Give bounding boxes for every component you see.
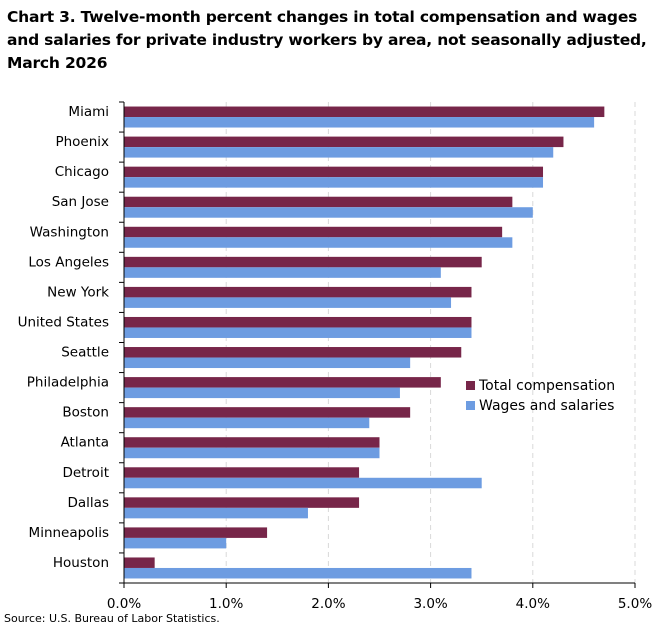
x-tick-labels: 0.0% 1.0% 2.0% 3.0% 4.0% 5.0% [107,596,652,612]
bar-wages-and-salaries [124,477,482,489]
bar-total-compensation [124,196,513,208]
bar-total-compensation [124,407,411,418]
category-label: Phoenix [55,134,109,150]
x-tick-label: 0.0% [107,596,141,612]
category-label: Seattle [61,345,109,361]
legend-swatch [466,401,475,410]
legend: Total compensation Wages and salaries [466,378,615,414]
bar-total-compensation [124,557,155,568]
bar-total-compensation [124,286,472,298]
x-tick-label: 1.0% [209,596,243,612]
bar-wages-and-salaries [124,507,308,519]
bar-wages-and-salaries [124,447,380,459]
category-label: United States [18,314,109,330]
bars [124,106,605,579]
category-label: Atlanta [61,435,109,451]
category-labels: Miami Phoenix Chicago San Jose Washington Los… [18,104,110,571]
bar-total-compensation [124,226,503,238]
bar-total-compensation [124,316,472,328]
legend-label: Total compensation [478,378,615,394]
bar-wages-and-salaries [124,327,472,338]
bar-total-compensation [124,106,605,118]
legend-swatch [466,381,475,390]
bar-total-compensation [124,437,380,448]
x-tick-label: 2.0% [311,596,345,612]
category-label: Washington [30,224,109,240]
category-label: Minneapolis [29,525,109,541]
bar-wages-and-salaries [124,537,227,549]
bar-total-compensation [124,166,544,178]
bar-wages-and-salaries [124,147,554,158]
bar-wages-and-salaries [124,567,472,579]
bar-total-compensation [124,527,268,538]
category-label: San Jose [52,194,109,210]
bar-total-compensation [124,256,482,268]
category-label: Detroit [62,465,109,481]
bar-total-compensation [124,136,564,148]
bar-wages-and-salaries [124,117,595,128]
category-label: Houston [53,555,109,571]
bar-wages-and-salaries [124,207,533,218]
chart-title: Chart 3. Twelve-month percent changes in… [7,8,647,72]
category-label: Dallas [68,495,109,511]
bar-total-compensation [124,497,360,508]
bar-total-compensation [124,377,441,388]
source-note: Source: U.S. Bureau of Labor Statistics. [4,612,220,625]
legend-label: Wages and salaries [479,398,614,414]
bar-wages-and-salaries [124,297,452,308]
bar-total-compensation [124,467,360,478]
bar-wages-and-salaries [124,267,441,278]
bar-wages-and-salaries [124,387,400,399]
bar-wages-and-salaries [124,177,544,188]
bar-wages-and-salaries [124,417,370,429]
bar-total-compensation [124,347,462,358]
axes [119,101,636,588]
x-tick-label: 3.0% [413,596,447,612]
x-tick-label: 4.0% [516,596,550,612]
category-label: Philadelphia [27,375,109,391]
category-label: Chicago [55,164,109,180]
category-label: Los Angeles [28,254,109,270]
category-label: New York [47,284,109,300]
category-label: Boston [62,405,109,421]
category-label: Miami [68,104,109,120]
x-tick-label: 5.0% [618,596,652,612]
bar-wages-and-salaries [124,357,411,369]
bar-wages-and-salaries [124,237,513,248]
